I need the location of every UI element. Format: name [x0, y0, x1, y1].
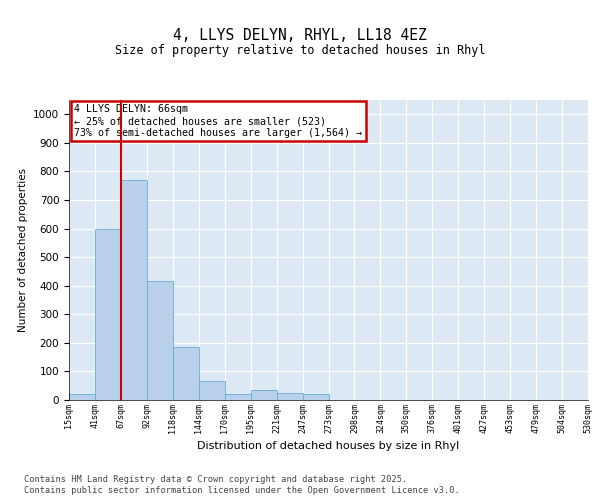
Text: Contains HM Land Registry data © Crown copyright and database right 2025.: Contains HM Land Registry data © Crown c…	[24, 475, 407, 484]
Bar	[69, 394, 95, 400]
Bar	[121, 180, 147, 400]
Bar	[173, 347, 199, 400]
Bar	[225, 394, 251, 400]
Bar	[302, 394, 329, 400]
X-axis label: Distribution of detached houses by size in Rhyl: Distribution of detached houses by size …	[197, 441, 460, 451]
Bar	[199, 382, 224, 400]
Text: 4, LLYS DELYN, RHYL, LL18 4EZ: 4, LLYS DELYN, RHYL, LL18 4EZ	[173, 28, 427, 42]
Text: Contains public sector information licensed under the Open Government Licence v3: Contains public sector information licen…	[24, 486, 460, 495]
Bar	[95, 228, 121, 400]
Y-axis label: Number of detached properties: Number of detached properties	[17, 168, 28, 332]
Text: Size of property relative to detached houses in Rhyl: Size of property relative to detached ho…	[115, 44, 485, 57]
Bar	[147, 282, 173, 400]
Bar	[251, 390, 277, 400]
Bar	[277, 393, 302, 400]
Text: 4 LLYS DELYN: 66sqm
← 25% of detached houses are smaller (523)
73% of semi-detac: 4 LLYS DELYN: 66sqm ← 25% of detached ho…	[74, 104, 362, 138]
